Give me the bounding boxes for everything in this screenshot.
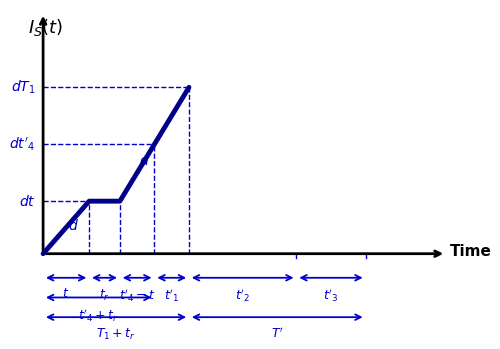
Text: $T_1+t_r$: $T_1+t_r$ [96, 327, 136, 342]
Text: $t$: $t$ [62, 288, 70, 300]
Text: $t_r$: $t_r$ [99, 288, 110, 303]
Text: $T'$: $T'$ [271, 327, 283, 341]
Text: $dt$: $dt$ [18, 194, 36, 209]
Text: $t'_1$: $t'_1$ [164, 288, 180, 304]
Text: $dt'_4$: $dt'_4$ [10, 135, 36, 153]
Text: Time: Time [450, 244, 492, 259]
Text: $t'_2$: $t'_2$ [235, 288, 250, 304]
Text: $t'_3$: $t'_3$ [323, 288, 338, 304]
Text: $d$: $d$ [68, 218, 80, 233]
Text: $dT_1$: $dT_1$ [11, 79, 36, 96]
Text: $t'_4+t_r$: $t'_4+t_r$ [78, 307, 119, 324]
Text: $I_S(t)$: $I_S(t)$ [28, 17, 63, 38]
Text: $t'_4-t$: $t'_4-t$ [118, 288, 156, 304]
Text: $d$: $d$ [139, 153, 150, 168]
